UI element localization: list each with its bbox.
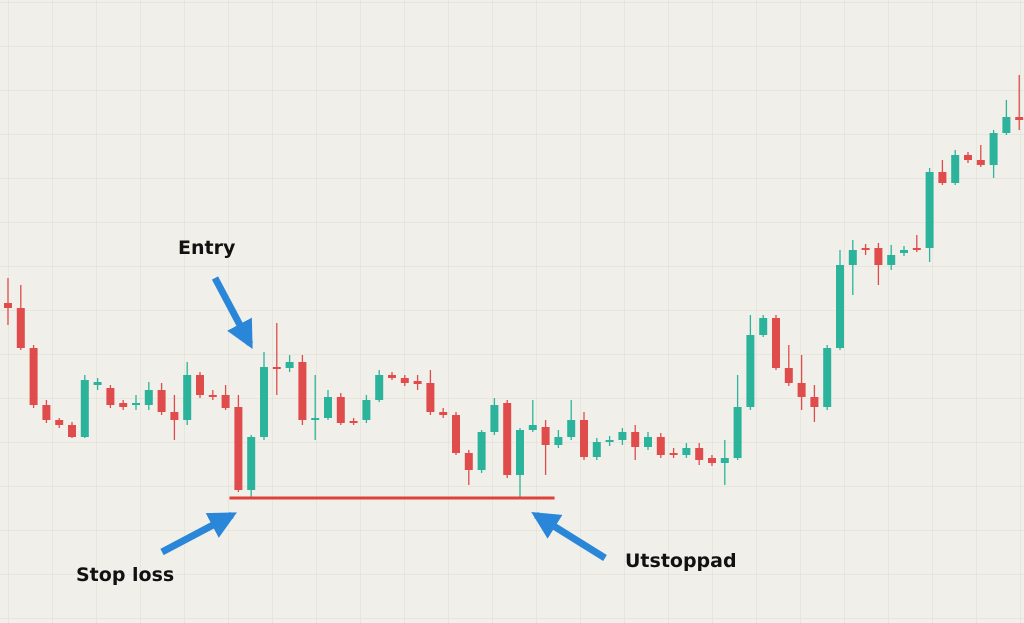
candle-body — [580, 420, 588, 457]
candle-body — [208, 395, 217, 397]
candle-body — [720, 458, 729, 463]
candle-body — [362, 400, 371, 420]
candle-body — [413, 381, 422, 384]
candle-body — [516, 430, 524, 475]
candle-body — [631, 432, 640, 447]
candle-body — [426, 383, 435, 412]
candle-body — [157, 390, 166, 412]
candle-body — [759, 318, 768, 335]
candle-body — [836, 265, 844, 348]
candle-body — [170, 412, 179, 420]
entry-label: Entry — [178, 237, 236, 259]
candle-body — [912, 248, 921, 250]
candle-body — [784, 368, 793, 383]
candle-body — [964, 155, 972, 160]
candle-body — [68, 425, 76, 437]
candle-body — [528, 425, 537, 430]
candle-body — [989, 133, 998, 165]
candle-body — [938, 172, 947, 183]
candle-body — [682, 448, 691, 455]
candle-body — [106, 388, 115, 405]
candle-body — [221, 395, 230, 408]
stopped-out-label: Utstoppad — [625, 550, 737, 572]
candle-body — [336, 397, 345, 423]
candle-body — [772, 318, 780, 368]
candle-body — [298, 362, 307, 420]
candle-body — [733, 407, 742, 458]
candle-body — [4, 303, 12, 308]
candle-body — [874, 248, 883, 265]
candle-body — [592, 442, 601, 457]
candle-body — [503, 403, 512, 475]
candle-body — [80, 380, 89, 437]
candle-body — [925, 172, 934, 248]
candle-body — [656, 437, 665, 455]
candle-body — [695, 448, 704, 460]
candle-body — [324, 397, 332, 418]
candle-body — [490, 405, 499, 432]
candle-body — [234, 407, 243, 490]
stop-loss-label: Stop loss — [76, 564, 174, 586]
candle-body — [567, 420, 576, 437]
stopped-out-arrow — [531, 512, 607, 561]
arrows — [160, 276, 607, 561]
candle-body — [1002, 117, 1011, 133]
candle-body — [16, 308, 25, 348]
candle-body — [605, 440, 614, 442]
candle-body — [861, 248, 870, 250]
candle-body — [823, 348, 832, 407]
candle-body — [29, 348, 38, 405]
candle-body — [375, 375, 384, 400]
candle-body — [797, 383, 806, 397]
candle-body — [951, 155, 960, 183]
candle-body — [644, 437, 652, 447]
candle-body — [541, 427, 550, 445]
candle-body — [144, 390, 153, 405]
candle-body — [260, 367, 268, 437]
candle-body — [708, 458, 716, 463]
candle-body — [618, 432, 627, 440]
candle-body — [196, 375, 204, 395]
entry-arrow — [211, 276, 254, 349]
stop-loss-arrow — [160, 511, 237, 556]
candle-body — [119, 403, 128, 407]
candle-body — [93, 382, 102, 385]
candles — [4, 75, 1024, 500]
candle-body — [452, 415, 460, 453]
candle-body — [272, 367, 281, 369]
candle-body — [132, 403, 140, 405]
candle-body — [810, 397, 819, 407]
candle-body — [900, 250, 908, 253]
candle-body — [439, 412, 448, 415]
candle-body — [388, 375, 396, 378]
candle-body — [1015, 117, 1024, 120]
candle-body — [183, 375, 192, 420]
candle-body — [554, 437, 563, 445]
candle-body — [349, 421, 358, 423]
candle-body — [746, 335, 755, 407]
candle-body — [848, 250, 857, 265]
candle-body — [285, 362, 294, 368]
candle-body — [247, 437, 256, 490]
candle-body — [464, 453, 473, 470]
candle-body — [311, 418, 320, 420]
candle-body — [976, 160, 985, 165]
candle-body — [477, 432, 486, 470]
candle-body — [42, 405, 51, 420]
candle-body — [400, 378, 409, 383]
candle-body — [669, 453, 678, 455]
candle-body — [55, 420, 64, 425]
candle-body — [887, 255, 896, 265]
